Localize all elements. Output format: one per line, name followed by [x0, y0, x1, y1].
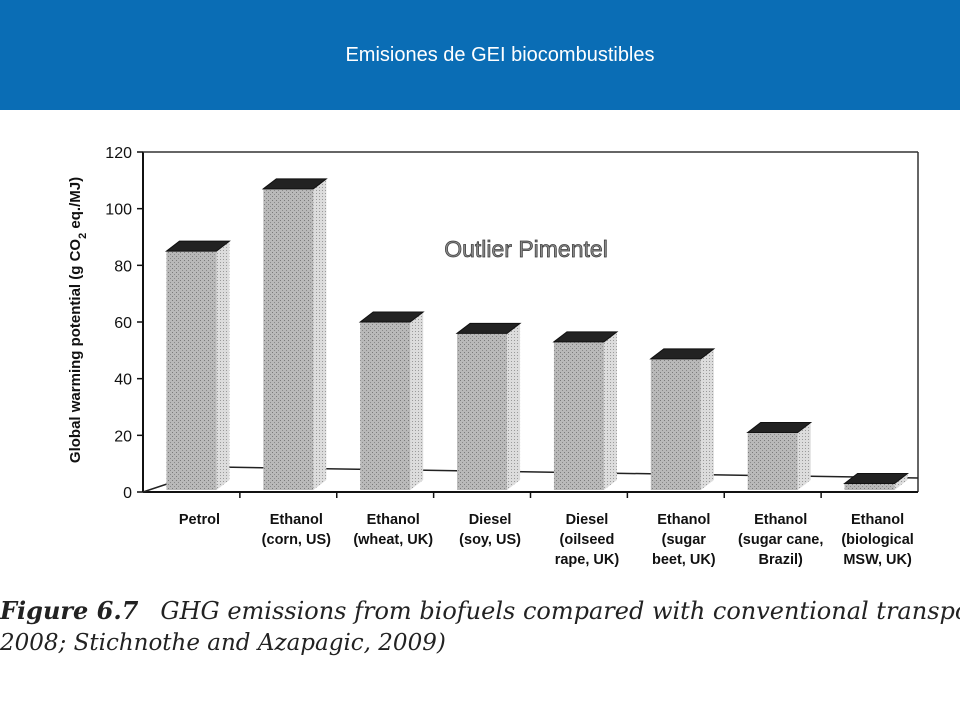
bar-front-face — [263, 188, 314, 491]
bar — [649, 348, 716, 490]
y-tick-label: 120 — [105, 145, 132, 162]
figure-caption: Figure 6.7 GHG emissions from biofuels co… — [0, 596, 960, 666]
figure-label: Figure 6.7 — [0, 596, 139, 625]
bar-front-face — [650, 358, 701, 490]
bar-side-face — [894, 473, 908, 490]
x-category-label: Ethanol (biological MSW, UK) — [841, 512, 914, 568]
x-category-label: Ethanol (sugar cane, Brazil) — [738, 512, 823, 568]
bar-front-face — [166, 251, 217, 490]
bar-front-face — [360, 322, 411, 490]
y-tick-label: 100 — [105, 202, 132, 219]
bar — [164, 240, 231, 490]
x-category-label: Ethanol (sugar beet, UK) — [652, 512, 716, 568]
x-category-label: Ethanol (wheat, UK) — [353, 512, 433, 548]
y-tick-label: 20 — [114, 428, 132, 445]
bar — [455, 322, 522, 490]
title-banner: Emisiones de GEI biocombustibles — [0, 0, 960, 110]
x-category-label: Ethanol (corn, US) — [262, 512, 331, 548]
bar — [261, 178, 328, 491]
bar-side-face — [507, 323, 521, 490]
bar-front-face — [457, 333, 508, 490]
bar-top-face — [455, 322, 522, 334]
bar-top-face — [843, 473, 910, 484]
bar-side-face — [603, 331, 617, 490]
bar-front-face — [747, 432, 798, 490]
bar-top-face — [164, 240, 231, 252]
bar-side-face — [700, 348, 714, 490]
bar-side-face — [216, 241, 230, 490]
bar-side-face — [313, 178, 327, 491]
bar — [746, 422, 813, 490]
bar-top-face — [649, 348, 716, 360]
y-tick-label: 60 — [114, 315, 132, 332]
caption-text-1: GHG emissions from biofuels compared wit… — [160, 597, 960, 625]
bar-top-face — [261, 178, 328, 190]
bar-side-face — [797, 422, 811, 490]
outlier-annotation: Outlier Pimentel — [444, 236, 608, 262]
caption-line-1: Figure 6.7 GHG emissions from biofuels co… — [0, 596, 960, 625]
y-axis-label: Global warming potential (g CO2 eq./MJ) — [67, 177, 89, 463]
bar — [552, 331, 619, 490]
bar — [843, 473, 910, 490]
x-category-label: Diesel (oilseed rape, UK) — [555, 512, 620, 568]
y-tick-label: 80 — [114, 258, 132, 275]
bar-top-face — [746, 422, 813, 433]
bar-chart: 0 20 40 60 80 100 120 Petrol Ethanol (corn, US) E… — [67, 145, 919, 568]
bar-top-face — [358, 311, 425, 323]
caption-line-2: 2008; Stichnothe and Azapagic, 2009) — [0, 630, 446, 656]
slide-title: Emisiones de GEI biocombustibles — [345, 44, 655, 66]
x-category-label: Petrol — [179, 512, 220, 528]
x-category-label: Diesel (soy, US) — [459, 512, 521, 548]
bar-side-face — [410, 312, 424, 490]
bar-front-face — [844, 483, 895, 490]
bar-top-face — [552, 331, 619, 343]
bar — [358, 311, 425, 490]
bar-front-face — [553, 341, 604, 490]
y-tick-label: 0 — [123, 485, 132, 502]
y-tick-label: 40 — [114, 372, 132, 389]
